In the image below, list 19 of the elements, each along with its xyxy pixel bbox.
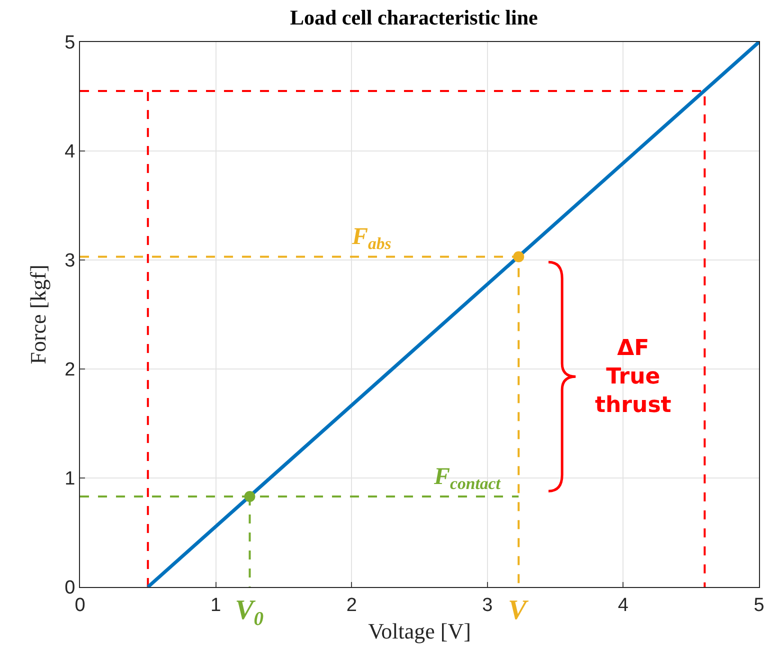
annotation: F$_{abs}$ xyxy=(351,224,392,254)
y-axis-title: Force [kgf] xyxy=(25,264,50,364)
y-tick-label: 4 xyxy=(64,142,76,163)
x-tick-label: 1 xyxy=(210,594,222,616)
y-tick-label: 3 xyxy=(64,250,76,272)
x-tick-label: 3 xyxy=(482,594,493,616)
x-tick-label: 2 xyxy=(346,594,357,616)
y-tick-label: 5 xyxy=(64,32,76,54)
annotation: ΔF True thrust xyxy=(595,336,672,418)
chart-title: Load cell characteristic line xyxy=(290,6,538,30)
x-axis-title: Voltage [V] xyxy=(368,618,471,644)
text: V xyxy=(508,595,529,626)
y-tick-label: 0 xyxy=(64,578,76,599)
text: V$_{0}$ xyxy=(235,595,264,630)
x-tick-label: 4 xyxy=(618,594,629,616)
x-tick-label: 5 xyxy=(754,594,764,616)
y-tick-label: 2 xyxy=(64,360,76,381)
annotation: F$_{contact}$ xyxy=(433,464,502,494)
y-tick-label: 1 xyxy=(64,468,76,490)
